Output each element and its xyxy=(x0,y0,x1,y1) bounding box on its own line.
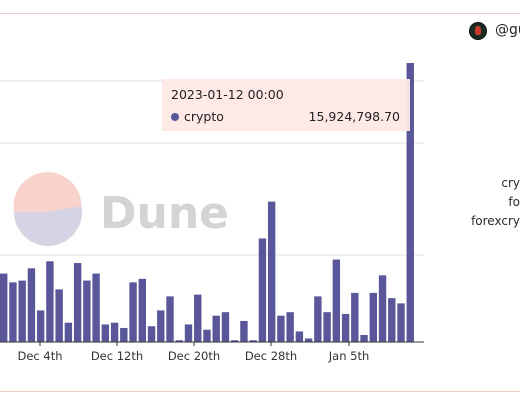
bar-43[interactable] xyxy=(388,298,396,342)
bar-7[interactable] xyxy=(55,289,63,342)
bar-20[interactable] xyxy=(175,340,183,342)
bar-30[interactable] xyxy=(267,201,276,342)
x-tick-label-1: Dec 4th xyxy=(17,349,62,363)
x-tick-label-4: Dec 28th xyxy=(245,349,297,363)
legend-entry-2: fo xyxy=(508,195,520,209)
tooltip-value: 15,924,798.70 xyxy=(308,109,400,124)
bar-39[interactable] xyxy=(351,292,359,342)
tooltip: 2023-01-12 00:00 crypto 15,924,798.70 xyxy=(162,79,410,131)
bar-12[interactable] xyxy=(101,324,110,342)
tooltip-date: 2023-01-12 00:00 xyxy=(171,87,284,102)
bar-32[interactable] xyxy=(286,312,294,342)
bar-36[interactable] xyxy=(323,312,331,342)
bar-22[interactable] xyxy=(194,294,202,342)
bar-1[interactable] xyxy=(0,273,8,342)
bar-28[interactable] xyxy=(249,340,257,342)
watermark: Dune xyxy=(13,172,229,246)
bar-9[interactable] xyxy=(73,263,82,342)
panel-bottom-border xyxy=(0,391,520,392)
bar-44[interactable] xyxy=(397,303,405,342)
bar-38[interactable] xyxy=(341,313,350,342)
bar-27[interactable] xyxy=(240,320,248,342)
bars xyxy=(0,63,414,342)
bar-26[interactable] xyxy=(231,340,239,342)
bar-34[interactable] xyxy=(304,338,313,342)
bar-45[interactable] xyxy=(406,63,414,342)
bar-15[interactable] xyxy=(129,282,137,342)
tooltip-series-name: crypto xyxy=(184,109,224,124)
bar-35[interactable] xyxy=(314,296,322,342)
panel-top-border xyxy=(0,13,520,14)
bar-29[interactable] xyxy=(258,238,267,342)
legend-entry-1: cry xyxy=(501,176,520,190)
user-avatar[interactable] xyxy=(469,22,487,40)
bar-25[interactable] xyxy=(221,312,230,342)
bar-33[interactable] xyxy=(295,331,304,342)
bar-41[interactable] xyxy=(369,292,377,342)
legend-entry-3: forexcry xyxy=(471,214,520,228)
bar-24[interactable] xyxy=(212,315,220,342)
tooltip-series-dot-icon xyxy=(171,113,179,121)
watermark-text: Dune xyxy=(100,188,229,239)
bar-13[interactable] xyxy=(110,322,119,342)
bar-40[interactable] xyxy=(360,334,368,342)
bar-11[interactable] xyxy=(92,273,100,342)
x-axis-ticks: Dec 4th Dec 12th Dec 20th Dec 28th Jan 5th xyxy=(17,342,369,363)
bar-21[interactable] xyxy=(184,324,193,342)
bar-8[interactable] xyxy=(64,322,73,342)
user-handle[interactable]: @gu xyxy=(495,22,520,38)
bar-23[interactable] xyxy=(203,329,211,342)
bar-19[interactable] xyxy=(166,296,174,342)
bar-4[interactable] xyxy=(27,268,36,342)
bar-17[interactable] xyxy=(147,326,156,342)
x-tick-label-5: Jan 5th xyxy=(328,349,370,363)
bar-3[interactable] xyxy=(18,280,26,342)
bar-42[interactable] xyxy=(378,275,387,342)
bar-2[interactable] xyxy=(9,282,17,342)
bar-16[interactable] xyxy=(138,278,146,342)
bar-18[interactable] xyxy=(157,310,165,342)
bar-5[interactable] xyxy=(36,310,45,342)
bar-37[interactable] xyxy=(332,259,341,342)
bar-6[interactable] xyxy=(46,261,54,342)
x-tick-label-3: Dec 20th xyxy=(168,349,220,363)
bar-31[interactable] xyxy=(277,315,285,342)
bar-10[interactable] xyxy=(83,280,91,342)
bar-14[interactable] xyxy=(120,327,128,342)
x-tick-label-2: Dec 12th xyxy=(91,349,143,363)
watermark-logo-top-half xyxy=(13,172,82,212)
